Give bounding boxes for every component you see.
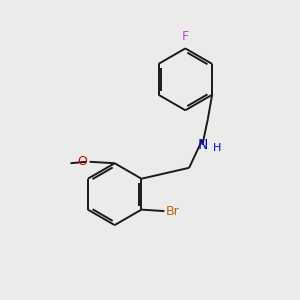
Text: H: H: [213, 143, 221, 153]
Text: O: O: [77, 155, 87, 168]
Text: F: F: [182, 30, 189, 43]
Text: N: N: [197, 138, 208, 152]
Text: Br: Br: [166, 205, 180, 218]
